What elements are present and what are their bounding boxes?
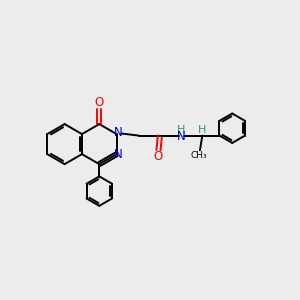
Text: N: N xyxy=(113,126,122,139)
Text: N: N xyxy=(177,130,185,143)
Text: O: O xyxy=(153,150,163,163)
Text: N: N xyxy=(113,148,122,161)
Text: CH₃: CH₃ xyxy=(190,151,207,160)
Text: O: O xyxy=(95,96,104,110)
Text: H: H xyxy=(177,125,185,135)
Text: H: H xyxy=(197,125,206,135)
